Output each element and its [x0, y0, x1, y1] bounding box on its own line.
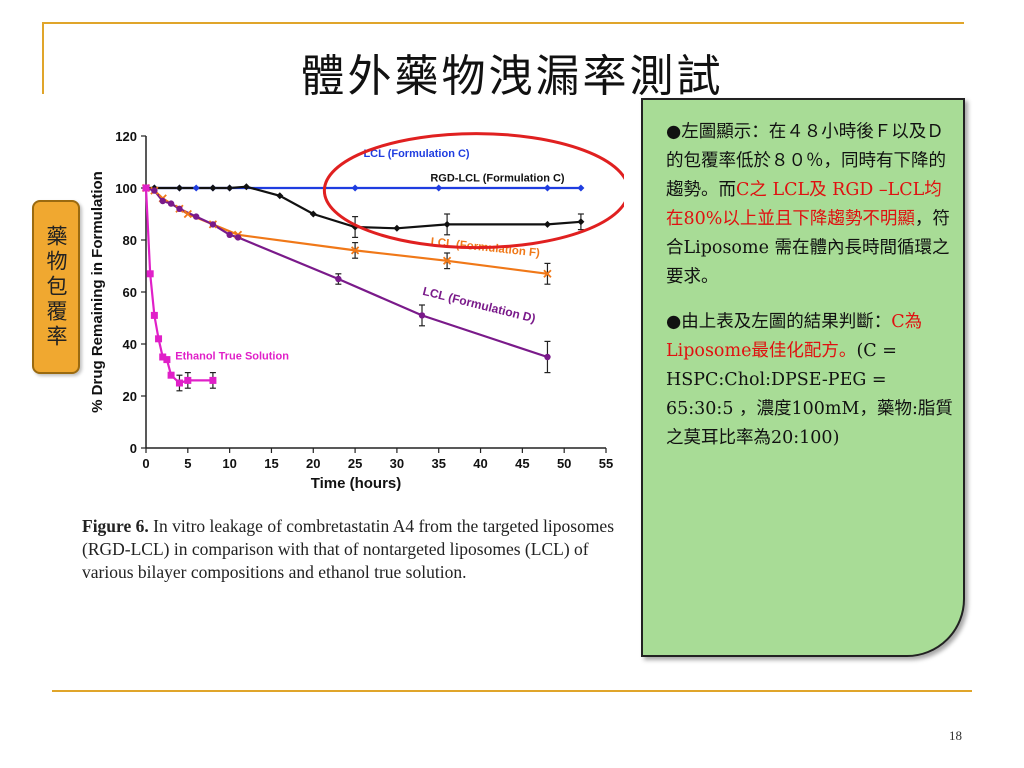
data-point: [418, 312, 426, 319]
data-point: [543, 220, 551, 228]
x-tick-label: 40: [473, 456, 487, 471]
figure-caption: Figure 6. In vitro leakage of combretast…: [82, 515, 622, 584]
note-paragraph-2: ●由上表及左圖的結果判斷：C為Liposome最佳化配方。(C = HSPC:C…: [666, 308, 958, 453]
x-tick-label: 5: [184, 456, 191, 471]
data-point: [184, 376, 192, 384]
x-tick-label: 10: [222, 456, 236, 471]
y-tick-label: 80: [123, 233, 137, 248]
data-point: [242, 183, 250, 191]
x-axis-label: Time (hours): [311, 475, 402, 492]
bullet-icon: ●: [666, 312, 682, 332]
data-point: [309, 210, 317, 218]
y-tick-label: 0: [130, 441, 137, 456]
series-line-3: [145, 186, 548, 359]
data-point: [435, 184, 443, 192]
data-point: [142, 184, 150, 192]
x-tick-label: 15: [264, 456, 278, 471]
x-tick-label: 30: [390, 456, 404, 471]
chart-svg: 0 20 40 60 80 100 120 0 5 10 15 20 25 30 35 40 45 50 55 Tim…: [89, 129, 630, 492]
data-point: [155, 335, 163, 343]
x-tick-label: 0: [142, 456, 149, 471]
data-point: [159, 353, 167, 361]
data-point: [543, 269, 552, 278]
data-point: [183, 209, 192, 219]
series-line-2: [145, 186, 548, 275]
data-point: [150, 311, 158, 319]
highlight-ellipse: [322, 132, 630, 250]
data-point: [226, 184, 234, 192]
top-rule: [42, 22, 964, 24]
data-point: [163, 356, 171, 364]
note-box: [641, 98, 965, 657]
bottom-rule: [52, 690, 972, 692]
data-point: [209, 184, 217, 192]
data-point: [350, 246, 360, 255]
series-label-3: LCL (Formulation D): [421, 284, 537, 326]
note-p1-text: 左圖顯示：在４８小時後Ｆ以及Ｄ的包覆率低於８０％，同時有下降的趨勢。而: [666, 122, 946, 200]
data-point: [234, 234, 242, 241]
note-p1-highlight: C之 LCL及 RGD –LCL均在80%以上並且下降趨勢不明顯: [666, 180, 942, 229]
data-point: [167, 200, 175, 207]
y-tick-label: 40: [123, 337, 137, 352]
page-number: 18: [949, 728, 962, 743]
data-point: [393, 224, 401, 232]
caption-text: In vitro leakage of combretastatin A4 fr…: [82, 516, 615, 582]
y-tick-label: 120: [115, 129, 137, 144]
data-point: [544, 353, 551, 361]
data-point: [175, 379, 183, 387]
left-rule: [42, 22, 44, 94]
note-p2-tail: (C = HSPC:Chol:DPSE-PEG = 65:30:5 ，濃度100…: [666, 341, 953, 448]
note-p2-text: 由上表及左圖的結果判斷：: [681, 312, 892, 332]
caption-label: Figure 6.: [82, 516, 149, 536]
data-point: [209, 376, 217, 384]
data-point: [577, 184, 585, 192]
data-point: [151, 187, 158, 194]
x-tick-label: 50: [557, 456, 571, 471]
slide-title: 體外藥物洩漏率測試: [300, 51, 724, 102]
note-p2-highlight: C為Liposome最佳化配方。: [666, 312, 923, 361]
side-tag: 藥物包覆率: [32, 200, 80, 374]
data-point: [226, 231, 233, 238]
series-label-0: LCL (Formulation C): [363, 148, 469, 160]
data-point: [443, 220, 451, 228]
y-tick-label: 20: [123, 389, 137, 404]
series-label-4: Ethanol True Solution: [175, 351, 289, 363]
y-axis-label: % Drug Remaining in Formulation: [89, 171, 106, 413]
x-tick-label: 45: [515, 456, 529, 471]
data-point: [192, 184, 200, 192]
data-point: [351, 184, 359, 192]
data-point: [175, 184, 183, 192]
note-p1-tail: ，符合Liposome 需在體內長時間循環之要求。: [666, 209, 950, 287]
series-label-1: RGD-LCL (Formulation C): [430, 173, 565, 185]
bullet-icon: ●: [666, 122, 682, 142]
data-point: [276, 192, 284, 200]
data-point: [167, 371, 175, 379]
x-tick-label: 35: [431, 456, 445, 471]
note-paragraph-1: ●左圖顯示：在４８小時後Ｆ以及Ｄ的包覆率低於８０％，同時有下降的趨勢。而C之 L…: [666, 118, 958, 292]
data-point: [209, 221, 217, 228]
y-tick-label: 100: [115, 181, 137, 196]
note-text: ●左圖顯示：在４８小時後Ｆ以及Ｄ的包覆率低於８０％，同時有下降的趨勢。而C之 L…: [666, 118, 958, 469]
data-point: [335, 275, 342, 283]
x-tick-label: 25: [348, 456, 362, 471]
data-point: [543, 184, 551, 192]
y-tick-label: 60: [123, 285, 137, 300]
x-tick-label: 55: [599, 456, 613, 471]
data-point: [159, 197, 166, 205]
data-point: [146, 270, 154, 278]
data-point: [176, 205, 183, 212]
x-tick-label: 20: [306, 456, 320, 471]
leakage-chart: 0 20 40 60 80 100 120 0 5 10 15 20 25 30 35 40 45 50 55 Tim…: [84, 118, 630, 498]
data-point: [442, 256, 452, 265]
data-point: [192, 213, 200, 220]
data-point: [577, 218, 585, 226]
